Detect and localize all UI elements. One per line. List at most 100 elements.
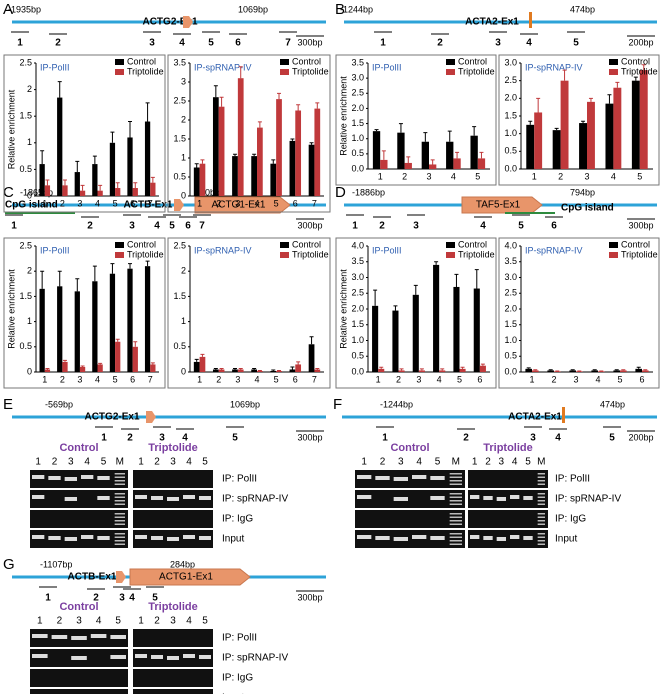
x-tick-label: 7 xyxy=(148,198,153,208)
bar xyxy=(92,281,98,372)
gel-band xyxy=(135,654,147,658)
bar xyxy=(639,70,648,169)
bar xyxy=(453,286,460,372)
bar xyxy=(473,288,480,372)
region-number: 3 xyxy=(149,38,155,49)
gel-band xyxy=(32,495,45,499)
error-bar xyxy=(133,182,138,189)
ladder-band xyxy=(449,496,462,498)
region-number: 4 xyxy=(555,433,561,444)
region-number: 4 xyxy=(154,221,160,232)
gel-image xyxy=(133,689,213,694)
lane-label: 2 xyxy=(380,457,386,468)
error-bar xyxy=(621,369,626,371)
lane-label: 5 xyxy=(202,616,208,627)
chart-title: IP-PolII xyxy=(40,245,70,255)
right-coordinate: 420bp xyxy=(195,187,220,197)
x-tick-label: 2 xyxy=(216,374,221,384)
region-number: 4 xyxy=(526,38,532,49)
bar xyxy=(459,368,466,372)
gel-band xyxy=(483,536,493,540)
ladder-band xyxy=(537,476,545,478)
error-bar xyxy=(75,160,80,173)
ladder-band xyxy=(449,473,462,475)
legend-label: Triptolide xyxy=(458,249,495,259)
panel-letter: A xyxy=(3,1,13,18)
bar xyxy=(598,371,605,372)
gel-band xyxy=(183,535,195,539)
row-label: Input xyxy=(222,534,244,545)
chart-frame xyxy=(335,237,497,389)
chart-title: IP-spRNAP-IV xyxy=(194,62,252,72)
bar xyxy=(199,163,206,196)
ladder-band xyxy=(537,500,545,502)
error-bar xyxy=(588,97,593,102)
ladder-band xyxy=(537,496,545,498)
lane-label: 5 xyxy=(115,616,121,627)
left-coordinate: -569bp xyxy=(45,399,73,409)
region-number: 1 xyxy=(11,221,17,232)
gel-image xyxy=(133,669,213,687)
legend-swatch xyxy=(115,242,124,248)
chart-title: IP-spRNAP-IV xyxy=(525,62,583,72)
row-label: IP: PolII xyxy=(222,633,257,644)
error-bar xyxy=(232,367,237,370)
error-bar xyxy=(480,363,485,366)
exon-arrow xyxy=(174,199,184,211)
legend-swatch xyxy=(280,252,289,258)
x-tick-label: 4 xyxy=(95,198,100,208)
bar xyxy=(477,158,486,169)
legend-label: Control xyxy=(621,56,650,66)
exon-arrow xyxy=(183,16,193,28)
row-label: IP: IgG xyxy=(222,673,253,684)
bar xyxy=(433,264,440,372)
gel-band xyxy=(32,654,48,658)
gel-band xyxy=(167,497,179,501)
region-number: 3 xyxy=(413,221,419,232)
gel-band xyxy=(510,535,520,539)
legend-label: Triptolide xyxy=(621,66,658,76)
error-bar xyxy=(479,151,484,159)
ladder-band xyxy=(537,503,545,505)
bar xyxy=(295,110,302,196)
error-bar xyxy=(133,341,138,347)
region-number: 2 xyxy=(463,433,469,444)
gel-band xyxy=(393,537,408,541)
region-number: 7 xyxy=(199,221,205,232)
legend-label: Control xyxy=(458,239,487,249)
error-bar xyxy=(398,123,403,133)
lane-label: 1 xyxy=(138,457,144,468)
panel-letter: C xyxy=(3,184,14,201)
gel-image xyxy=(30,530,128,548)
bar xyxy=(97,364,103,372)
ladder-band xyxy=(114,493,125,495)
error-bar xyxy=(62,179,67,186)
legend-swatch xyxy=(609,252,618,258)
y-tick-label: 0.5 xyxy=(351,351,364,361)
error-bar xyxy=(434,261,439,265)
panel-letter: G xyxy=(3,556,15,573)
error-bar xyxy=(526,367,531,369)
bar xyxy=(479,365,486,372)
error-bar xyxy=(536,97,541,113)
x-tick-label: 4 xyxy=(611,171,616,181)
legend-swatch xyxy=(446,252,455,258)
ladder-band xyxy=(537,483,545,485)
exon-arrow xyxy=(461,196,543,214)
bar xyxy=(289,369,296,372)
bar xyxy=(642,370,649,372)
legend-swatch xyxy=(280,69,289,75)
y-tick-label: 2.5 xyxy=(504,75,517,85)
x-tick-label: 5 xyxy=(637,171,642,181)
bar xyxy=(613,370,620,372)
error-bar xyxy=(145,102,150,122)
gel-image xyxy=(468,470,548,488)
ladder-band xyxy=(114,513,125,515)
ladder-band xyxy=(449,480,462,482)
gel-band xyxy=(183,495,195,499)
error-bar xyxy=(252,367,257,370)
y-axis-label: Relative enrichment xyxy=(338,76,348,156)
x-tick-label: 2 xyxy=(60,198,65,208)
bar xyxy=(631,80,640,169)
exon-label: ACTB-Ex1 xyxy=(68,572,117,583)
